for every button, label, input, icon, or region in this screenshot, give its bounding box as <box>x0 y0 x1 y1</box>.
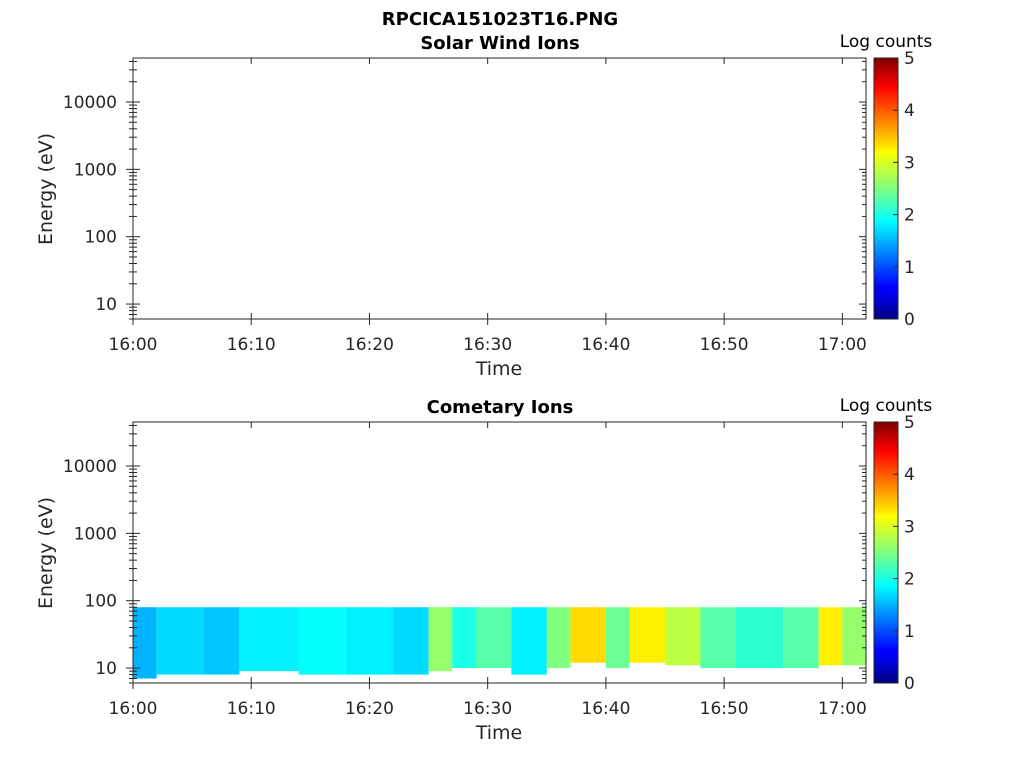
colorbar: Log counts 0 1 2 3 4 5 <box>840 32 933 330</box>
plot-frame <box>132 421 867 684</box>
x-tick-label: 16:50 <box>700 335 749 355</box>
x-tick-label: 16:20 <box>345 699 394 719</box>
heatmap-cell <box>605 607 630 669</box>
colorbar-tick-label: 0 <box>904 674 915 694</box>
heatmap-cell <box>783 607 819 669</box>
y-axis-label: Energy (eV) <box>35 497 57 609</box>
colorbar-ticks: 0 1 2 3 4 5 <box>893 49 915 330</box>
panel-title: Solar Wind Ions <box>420 33 579 54</box>
x-tick-label: 16:30 <box>463 335 512 355</box>
colorbar-tick-label: 3 <box>904 153 915 173</box>
x-tick-label: 16:10 <box>227 335 276 355</box>
heatmap-cell <box>665 607 701 666</box>
colorbar-gradient <box>873 421 899 684</box>
colorbar-tick-label: 2 <box>904 206 915 226</box>
x-tick-label: 16:40 <box>581 335 630 355</box>
colorbar-tick-label: 1 <box>904 258 915 278</box>
heatmap-cell <box>133 607 157 679</box>
heatmap-cell <box>570 607 606 663</box>
colorbar-tick-label: 4 <box>904 101 915 121</box>
heatmap-cell <box>629 607 666 663</box>
x-tick-label: 16:00 <box>109 335 158 355</box>
heatmap-cell <box>818 607 843 666</box>
x-tick-label: 16:00 <box>109 699 158 719</box>
colorbar-label: Log counts <box>840 32 933 52</box>
heatmap-cell <box>203 607 240 675</box>
colorbar-tick-label: 2 <box>904 570 915 590</box>
heatmap-cell <box>345 607 394 675</box>
y-tick-label: 10000 <box>63 93 117 113</box>
colorbar-tick-label: 0 <box>904 310 915 330</box>
heatmap-cell <box>428 607 453 672</box>
x-tick-label: 16:30 <box>463 699 512 719</box>
heatmap-cell <box>393 607 429 675</box>
x-tick-label: 16:40 <box>581 699 630 719</box>
colorbar-tick-label: 5 <box>904 413 915 433</box>
x-tick-label: 16:20 <box>345 335 394 355</box>
y-tick-label: 10000 <box>63 457 117 477</box>
heatmap-cell <box>239 607 299 672</box>
y-tick-label: 10 <box>95 295 117 315</box>
heatmap-cell <box>452 607 476 669</box>
heatmap-layer <box>133 607 866 679</box>
heatmap-cell <box>735 607 784 669</box>
x-tick-label: 17:00 <box>818 699 867 719</box>
y-tick-label: 1000 <box>74 160 117 180</box>
y-ticks: 10 100 1000 10000 <box>63 424 866 684</box>
y-ticks: 10 100 1000 10000 <box>63 60 866 320</box>
x-axis-label: Time <box>475 358 523 380</box>
figure-title: RPCICA151023T16.PNG <box>382 9 618 30</box>
y-axis-label: Energy (eV) <box>35 133 57 245</box>
heatmap-cell <box>475 607 512 669</box>
colorbar-tick-label: 5 <box>904 49 915 69</box>
heatmap-cell <box>511 607 547 675</box>
colorbar-ticks: 0 1 2 3 4 5 <box>893 413 915 694</box>
x-axis-label: Time <box>475 722 523 744</box>
y-tick-label: 1000 <box>74 524 117 544</box>
colorbar-tick-label: 1 <box>904 622 915 642</box>
y-tick-label: 100 <box>85 592 117 612</box>
x-ticks: 16:00 16:10 16:20 16:30 16:40 16:50 17:00 <box>109 422 867 719</box>
colorbar-tick-label: 3 <box>904 517 915 537</box>
colorbar: Log counts 0 1 2 3 4 5 <box>840 396 933 694</box>
colorbar-gradient <box>873 57 899 320</box>
x-tick-label: 17:00 <box>818 335 867 355</box>
heatmap-cell <box>156 607 204 675</box>
x-tick-label: 16:10 <box>227 699 276 719</box>
x-ticks: 16:00 16:10 16:20 16:30 16:40 16:50 17:00 <box>109 58 867 355</box>
heatmap-cell <box>546 607 571 669</box>
panel-title: Cometary Ions <box>427 397 574 418</box>
plot-frame <box>132 57 867 320</box>
heatmap-cell <box>298 607 346 675</box>
heatmap-cell <box>700 607 736 669</box>
colorbar-label: Log counts <box>840 396 933 416</box>
heatmap-cell <box>842 607 866 666</box>
colorbar-tick-label: 4 <box>904 465 915 485</box>
y-tick-label: 100 <box>85 228 117 248</box>
y-tick-label: 10 <box>95 659 117 679</box>
x-tick-label: 16:50 <box>700 699 749 719</box>
